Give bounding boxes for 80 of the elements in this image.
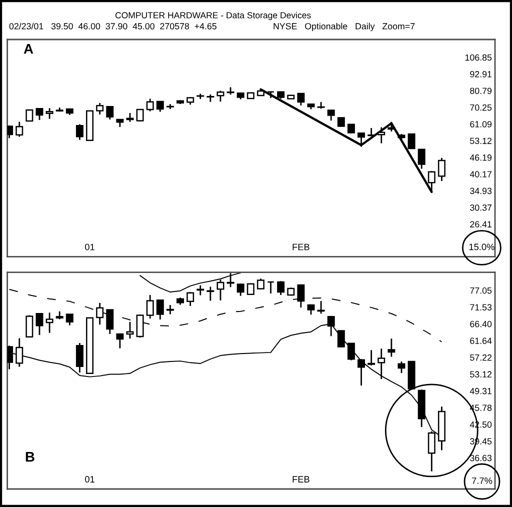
y-tick-label: 46.19 — [470, 154, 492, 161]
candlestick — [398, 360, 406, 374]
candlestick — [317, 300, 325, 314]
y-tick-label: 36.63 — [470, 454, 492, 462]
y-tick-label: 40.17 — [470, 171, 492, 178]
annotation: B — [26, 452, 34, 462]
candlestick — [358, 358, 365, 386]
candlestick — [16, 338, 24, 368]
y-axis-title: 15.0% — [469, 244, 494, 250]
y-tick-label: 57.22 — [470, 354, 492, 361]
candlestick — [26, 109, 34, 122]
y-axis-title: 7.7% — [472, 478, 492, 484]
y-tick-label: 30.37 — [470, 204, 492, 211]
candlestick — [297, 92, 305, 106]
candlestick — [236, 282, 244, 297]
candlestick — [267, 90, 274, 99]
candlestick — [216, 90, 224, 102]
candlestick — [106, 308, 114, 335]
candlestick — [146, 294, 154, 320]
candlestick — [337, 329, 345, 348]
candlestick — [46, 312, 54, 334]
y-tick-label: 71.53 — [470, 304, 492, 310]
candlestick — [388, 121, 396, 132]
y-tick-label: 77.05 — [470, 287, 492, 294]
candlestick — [358, 132, 365, 148]
y-tick-label: 80.79 — [470, 88, 492, 94]
candlestick — [408, 133, 416, 150]
candlestick — [96, 102, 104, 116]
y-tick-label: 49.31 — [470, 388, 492, 394]
candlestick — [206, 286, 214, 302]
x-tick-label: FEB — [292, 476, 310, 482]
y-tick-label: 53.12 — [470, 138, 492, 144]
candlestick — [136, 108, 144, 122]
y-tick-label: 53.12 — [470, 371, 492, 378]
candlestick — [388, 338, 396, 358]
candlestick — [126, 321, 134, 340]
candlestick — [347, 124, 355, 134]
y-tick-label: 92.91 — [470, 71, 492, 78]
candlestick — [267, 280, 274, 294]
candlestick — [7, 124, 14, 139]
candlestick — [327, 109, 335, 122]
x-tick-label: FEB — [292, 244, 310, 250]
candlestick — [186, 291, 194, 307]
chart-title: COMPUTER HARDWARE - Data Storage Devices — [115, 12, 311, 20]
candlestick — [76, 124, 84, 141]
candlestick — [347, 342, 355, 361]
candlestick — [36, 108, 44, 121]
candlestick — [378, 348, 386, 380]
candlestick — [36, 312, 44, 336]
annotation: A — [24, 44, 34, 54]
candlestick — [166, 304, 174, 315]
candlestick — [66, 313, 74, 326]
candlestick — [116, 332, 124, 349]
y-tick-label: 61.09 — [470, 121, 492, 128]
candlestick — [16, 121, 24, 138]
x-tick-label: 01 — [85, 476, 94, 483]
candlestick — [256, 278, 264, 290]
candlestick — [368, 349, 376, 366]
candlestick — [378, 126, 386, 144]
candlestick — [106, 106, 114, 120]
candlestick — [156, 100, 164, 112]
y-tick-label: 66.40 — [470, 320, 492, 328]
candlestick — [76, 342, 84, 374]
x-tick-label: 01 — [85, 244, 94, 250]
candlestick — [418, 148, 426, 170]
candlestick — [136, 314, 144, 338]
candlestick — [96, 302, 104, 326]
candlestick — [438, 157, 446, 182]
y-tick-label: 61.64 — [470, 338, 492, 344]
y-tick-label: 34.93 — [470, 188, 492, 194]
y-tick-label: 70.25 — [470, 104, 492, 111]
candlestick — [146, 98, 154, 112]
candlestick — [46, 107, 54, 120]
candlestick — [337, 116, 345, 128]
text: NYSE Optionable Daily Zoom=7 — [274, 22, 415, 32]
candlestick — [156, 298, 164, 320]
chart-subtitle: 02/23/01 39.50 46.00 37.90 45.00 270578 +4.65 — [9, 22, 216, 30]
y-tick-label: 26.41 — [470, 221, 492, 228]
candlestick — [277, 280, 285, 296]
y-tick-label: 106.85 — [465, 54, 492, 61]
